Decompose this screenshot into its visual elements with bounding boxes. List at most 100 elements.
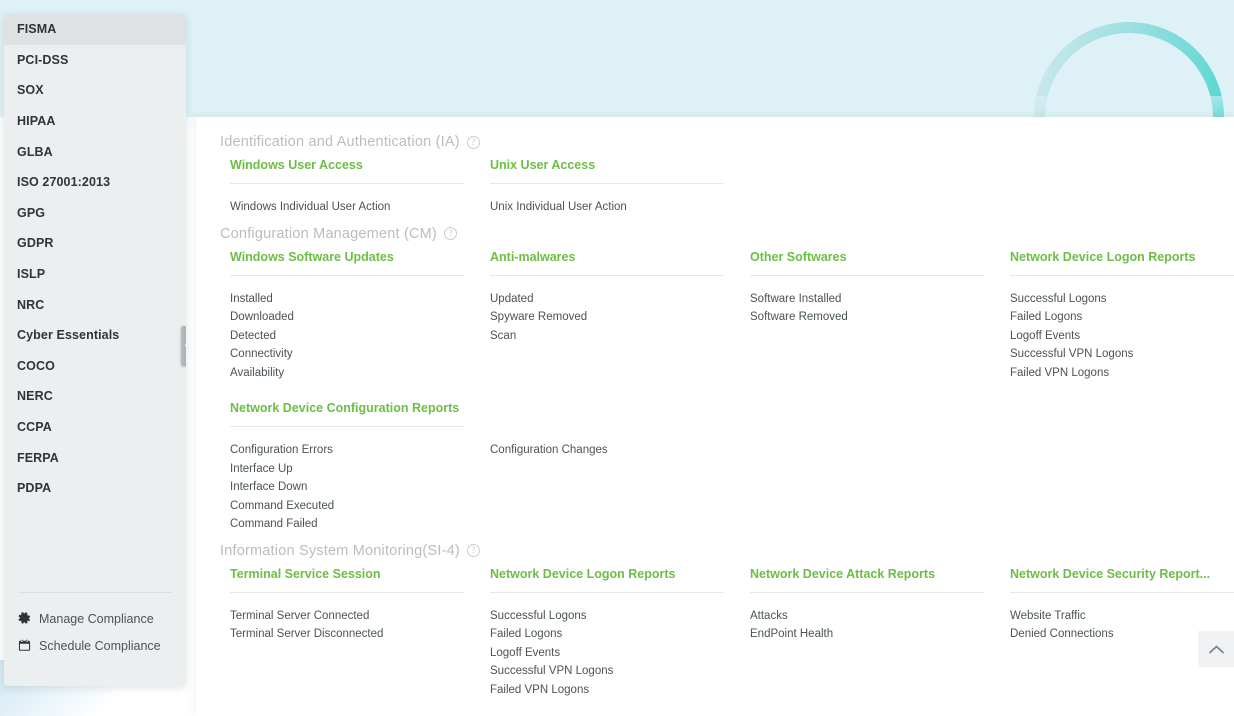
sidebar-item-fisma[interactable]: FISMA [4,14,186,45]
sidebar-action-manage-compliance[interactable]: Manage Compliance [4,605,186,632]
sidebar-item-label: GLBA [17,144,53,159]
report-card: Windows User Access Windows Individual Us… [230,157,490,217]
report-item[interactable]: Installed [230,292,273,305]
report-item[interactable]: Connectivity [230,348,293,360]
sidebar-action-label: Manage Compliance [39,611,154,626]
report-item[interactable]: Logoff Events [490,646,561,659]
report-item-list: Configuration Errors Interface Up Interfac… [230,427,490,534]
report-card-title: Network Device Configuration Reports [230,401,460,415]
section-title: Information System Monitoring(SI-4) [220,542,460,559]
sidebar-item-label: FISMA [17,22,57,37]
report-card-title: Network Device Attack Reports [750,566,936,581]
sidebar-item-ferpa[interactable]: FERPA [4,442,186,473]
report-item[interactable]: Software Installed [750,292,842,305]
report-item[interactable]: EndPoint Health [750,628,834,640]
report-card-title: Network Device Logon Reports [1010,249,1196,264]
report-card: Unix User Access Unix Individual User Act… [490,157,750,217]
report-item[interactable]: Spyware Removed [490,311,588,323]
sidebar-item-pdpa[interactable]: PDPA [4,473,186,504]
report-card: Windows Software Updates Installed Downloa… [230,249,490,383]
report-card: Network Device Logon Reports Successful L… [490,566,750,700]
report-item[interactable]: Successful Logons [1010,292,1107,305]
sidebar-item-label: PDPA [17,481,52,496]
report-item[interactable]: Failed VPN Logons [490,683,590,696]
report-item[interactable]: Configuration Changes [490,444,608,456]
report-item[interactable]: Scan [490,329,517,342]
report-card-divider [490,183,724,184]
help-icon[interactable]: ? [466,544,480,557]
report-item[interactable]: Windows Individual User Action [230,201,391,213]
compliance-sidebar: FISMA PCI-DSS SOX HIPAA GLBA ISO 27001:2013 GP… [4,14,186,686]
help-icon[interactable]: ? [466,135,480,149]
report-item-list: Windows Individual User Action [230,184,490,217]
report-card-divider [750,591,984,593]
sidebar-item-coco[interactable]: COCO [4,351,186,382]
sidebar-item-nrc[interactable]: NRC [4,289,186,320]
report-item[interactable]: Downloaded [230,311,294,323]
report-card-divider [230,426,464,427]
section-header: Information System Monitoring(SI-4)? [220,536,1234,566]
sidebar-item-label: Cyber Essentials [17,328,120,343]
report-card-title: Unix User Access [490,158,596,172]
report-item-list: Updated Spyware Removed Scan [490,276,750,346]
report-card-divider [230,591,464,593]
report-item[interactable]: Successful VPN Logons [1010,348,1134,360]
sidebar-item-iso-27001-2013[interactable]: ISO 27001:2013 [4,167,186,198]
report-card: Terminal Service Session Terminal Server … [230,566,490,700]
sidebar-item-cyber-essentials[interactable]: Cyber Essentials [4,320,186,351]
report-item[interactable]: Updated [490,292,534,305]
report-item-list: Terminal Server Connected Terminal Server… [230,593,490,644]
sidebar-item-gdpr[interactable]: GDPR [4,228,186,259]
sidebar-action-schedule-compliance[interactable]: Schedule Compliance [4,632,186,659]
report-item[interactable]: Failed Logons [490,628,563,640]
report-item[interactable]: Terminal Server Disconnected [230,628,384,640]
report-item[interactable]: Configuration Errors [230,444,333,456]
report-item[interactable]: Interface Up [230,462,293,475]
sidebar-item-label: HIPAA [17,114,56,129]
sections-scroll-area[interactable]: Identification and Authentication (IA)? W… [196,117,1234,716]
report-item[interactable]: Attacks [750,609,788,622]
report-card-divider [750,274,984,276]
report-item-list: Unix Individual User Action [490,184,750,217]
report-item[interactable]: Failed Logons [1010,311,1083,323]
report-card: Other Softwares Software Installed Softwar… [750,249,1010,383]
report-item[interactable]: Successful VPN Logons [490,665,614,677]
report-card-title [490,400,750,418]
report-item[interactable]: Successful Logons [490,609,587,622]
sidebar-item-nerc[interactable]: NERC [4,381,186,412]
report-item[interactable]: Interface Down [230,481,308,493]
sidebar-item-label: COCO [17,358,55,373]
report-item-list: Attacks EndPoint Health [750,593,1010,644]
report-item[interactable]: Availability [230,366,285,379]
sidebar-collapse-handle[interactable] [181,326,186,366]
report-card: Network Device Attack Reports Attacks EndP… [750,566,1010,700]
report-item[interactable]: Detected [230,329,277,342]
row-spacer [220,382,1234,400]
report-item[interactable]: Command Failed [230,518,318,530]
sidebar-item-ccpa[interactable]: CCPA [4,412,186,443]
report-card-title: Anti-malwares [490,249,576,264]
report-card-title: Other Softwares [750,249,847,264]
report-item[interactable]: Logoff Events [1010,329,1081,342]
report-card-divider [1010,274,1234,276]
report-card: Network Device Logon Reports Successful L… [1010,249,1234,383]
report-item[interactable]: Command Executed [230,499,335,512]
report-item[interactable]: Website Traffic [1010,609,1086,622]
sidebar-item-gpg[interactable]: GPG [4,198,186,229]
sidebar-item-islp[interactable]: ISLP [4,259,186,290]
scroll-to-top-button[interactable] [1198,631,1234,667]
sidebar-item-hipaa[interactable]: HIPAA [4,106,186,137]
report-item[interactable]: Unix Individual User Action [490,201,627,213]
sidebar-item-sox[interactable]: SOX [4,75,186,106]
report-item-list: Configuration Changes [490,427,750,460]
report-card: Anti-malwares Updated Spyware Removed Scan [490,249,750,383]
sidebar-item-glba[interactable]: GLBA [4,136,186,167]
report-item[interactable]: Terminal Server Connected [230,609,370,622]
help-icon[interactable]: ? [443,227,457,240]
sidebar-item-pci-dss[interactable]: PCI-DSS [4,45,186,76]
report-item[interactable]: Failed VPN Logons [1010,366,1110,379]
report-item[interactable]: Denied Connections [1010,628,1114,640]
report-card-row: Windows User Access Windows Individual Us… [220,157,1234,217]
report-item[interactable]: Software Removed [750,311,848,323]
report-card-divider [490,591,724,593]
